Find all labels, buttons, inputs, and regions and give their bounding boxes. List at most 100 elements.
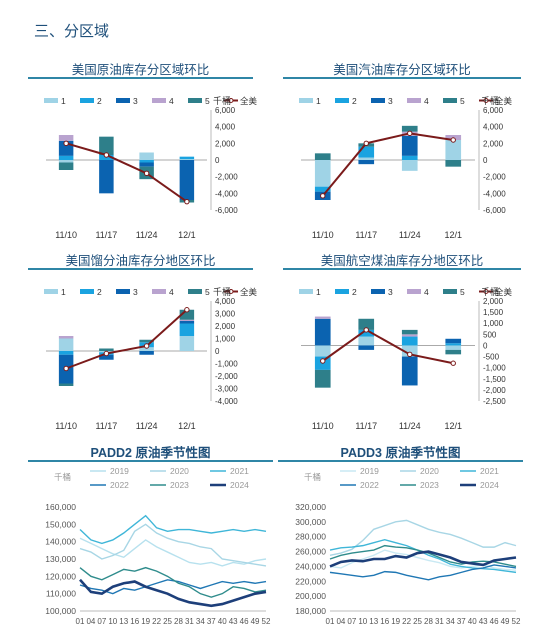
bar-segment: [99, 348, 114, 351]
x-tick-label: 52: [512, 617, 521, 626]
chart-title: 美国原油库存分区域环比: [71, 63, 210, 77]
x-tick-label: 11/24: [399, 421, 421, 431]
bar-segment: [358, 336, 375, 346]
y-tick-label: 0: [215, 347, 220, 356]
y-tick-label: -6,000: [215, 206, 238, 215]
series-line-2023: [79, 566, 267, 598]
bar-segment: [358, 329, 375, 337]
x-tick-label: 16: [130, 617, 139, 626]
bar-segment: [358, 160, 375, 165]
bar-segment: [401, 329, 418, 335]
unit-label: 千桶: [481, 286, 499, 297]
legend-label: 2022: [360, 480, 379, 490]
x-tick-label: 34: [446, 617, 455, 626]
y-tick-label: -2,000: [483, 173, 506, 182]
x-tick-label: 11/24: [399, 230, 421, 240]
x-tick-label: 34: [196, 617, 205, 626]
unit-label: 千桶: [304, 472, 321, 482]
x-tick-label: 28: [424, 617, 433, 626]
bar-segment: [139, 351, 154, 355]
x-tick-label: 22: [152, 617, 161, 626]
legend-swatch: [152, 98, 166, 103]
total-point: [407, 130, 413, 137]
legend-label: 1: [61, 287, 66, 297]
bar-segment: [314, 318, 331, 346]
total-point: [450, 360, 456, 366]
y-tick-label: 140,000: [45, 537, 76, 547]
legend-label: 2: [352, 287, 357, 297]
legend-swatch: [116, 289, 130, 294]
x-tick-label: 37: [457, 617, 466, 626]
legend-label: 2: [97, 96, 102, 106]
y-tick-label: 110,000: [46, 589, 76, 599]
legend-swatch: [80, 289, 94, 294]
gasoline-inventory-region-panel: 美国汽油库存分区域环比 1 2 3 4 5 全美 千桶 6,000 4,000 2,000 0 -2,…: [283, 60, 521, 248]
legend-swatch: [299, 98, 313, 103]
bar-segment: [99, 160, 114, 194]
x-tick-label: 37: [207, 617, 216, 626]
legend-swatch: [188, 289, 202, 294]
y-tick-label: 280,000: [295, 532, 326, 542]
bar-segment: [58, 135, 74, 141]
y-tick-label: -6,000: [483, 206, 506, 215]
bar-segment: [358, 318, 375, 330]
legend-label: 1: [61, 96, 66, 106]
legend-label: 2: [97, 287, 102, 297]
legend-label: 3: [133, 287, 138, 297]
bar-segment: [445, 345, 462, 350]
legend-marker: [228, 98, 234, 103]
bar-segment: [358, 146, 375, 158]
legend-swatch: [443, 98, 457, 103]
x-tick-label: 46: [490, 617, 499, 626]
crude-inventory-region-panel: 美国原油库存分区域环比 1 2 3 4 5 全美 千桶 6,000 4,000 2,000 0 -2,…: [28, 60, 258, 248]
legend-label: 5: [205, 96, 210, 106]
bar-segment: [358, 157, 375, 160]
bar-segment: [139, 347, 154, 351]
total-point: [363, 140, 369, 147]
y-tick-label: 0: [483, 341, 488, 350]
y-tick-label: 0: [215, 156, 220, 165]
bar-segment: [99, 136, 114, 155]
legend-label: 2024: [230, 480, 249, 490]
legend-swatch: [407, 289, 421, 294]
bar-segment: [358, 345, 375, 350]
legend-swatch: [80, 98, 94, 103]
series-line-2021: [79, 514, 267, 545]
legend-label: 2020: [420, 466, 439, 476]
bar-segment: [401, 160, 418, 171]
x-tick-label: 11/24: [136, 230, 158, 240]
bar-segment: [58, 383, 74, 386]
legend-swatch: [44, 98, 58, 103]
bar-segment: [401, 345, 418, 357]
y-tick-label: 300,000: [295, 517, 326, 527]
legend-label: 3: [133, 96, 138, 106]
y-tick-label: -2,000: [215, 372, 238, 381]
total-point: [63, 140, 69, 147]
total-point: [320, 193, 326, 199]
x-tick-label: 43: [229, 617, 238, 626]
x-tick-label: 40: [468, 617, 477, 626]
x-tick-label: 11/10: [55, 421, 77, 431]
legend-marker: [483, 289, 489, 294]
y-tick-label: 320,000: [295, 502, 326, 512]
bar-segment: [58, 351, 74, 355]
y-tick-label: -4,000: [215, 397, 238, 406]
y-tick-label: 160,000: [45, 502, 76, 512]
series-line-2022: [79, 579, 267, 595]
total-line: [65, 142, 188, 203]
bar-segment: [401, 155, 418, 160]
x-tick-label: 07: [347, 617, 356, 626]
bar-segment: [401, 336, 418, 346]
x-tick-label: 13: [119, 617, 128, 626]
x-tick-label: 11/17: [355, 230, 377, 240]
bar-segment: [314, 316, 331, 319]
total-line: [65, 309, 188, 370]
series-line-2022: [329, 564, 517, 581]
y-tick-label: -4,000: [215, 189, 238, 198]
series-line-2020: [329, 519, 517, 556]
legend-marker: [228, 289, 234, 294]
total-point: [184, 198, 190, 205]
y-tick-label: 120,000: [45, 571, 76, 581]
title-rule: [283, 77, 521, 79]
padd3-seasonal-chart: 2019 2020 2021 2022 2023 2024 千桶 320,000 300,000…: [295, 466, 521, 626]
